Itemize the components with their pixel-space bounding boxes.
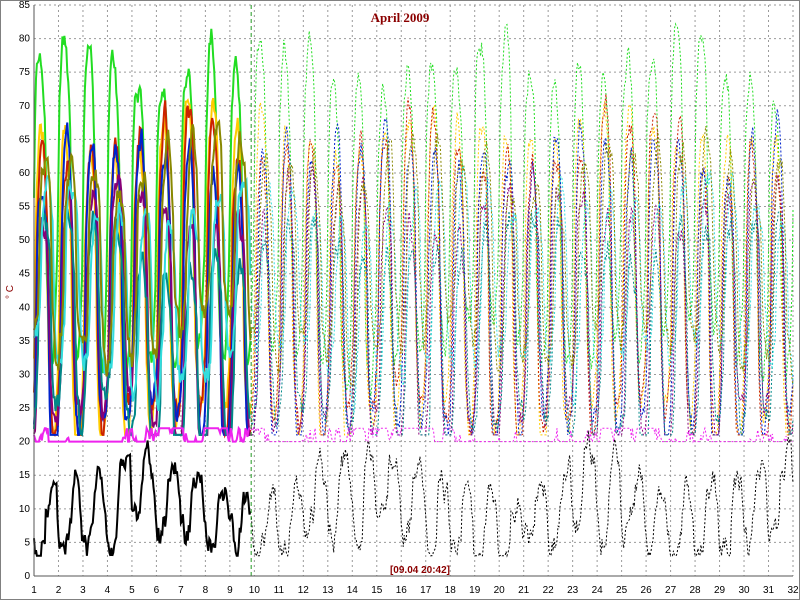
series-line-forecast [250, 22, 794, 396]
series-line-forecast [250, 163, 794, 413]
series-line-recorded [33, 118, 252, 377]
x-tick-label: 20 [494, 585, 506, 596]
x-tick-label: 27 [665, 585, 677, 596]
series-line-recorded [33, 122, 251, 436]
x-tick-label: 12 [298, 585, 310, 596]
x-tick-label: 5 [129, 585, 135, 596]
series-layer [33, 22, 794, 558]
y-tick-label: 45 [19, 269, 31, 280]
series-line-recorded [33, 208, 251, 437]
series-line-recorded [33, 424, 251, 443]
x-tick-label: 22 [543, 585, 555, 596]
y-tick-label: 40 [19, 302, 31, 313]
y-tick-label: 80 [19, 34, 31, 45]
x-tick-label: 28 [690, 585, 702, 596]
x-tick-label: 29 [714, 585, 726, 596]
series-line-forecast [251, 161, 794, 437]
x-tick-label: 21 [518, 585, 530, 596]
y-tick-label: 75 [19, 67, 31, 78]
x-tick-label: 11 [274, 585, 285, 596]
x-tick-label: 4 [105, 585, 111, 596]
x-tick-label: 23 [567, 585, 579, 596]
x-tick-label: 18 [445, 585, 457, 596]
y-tick-label: 35 [19, 336, 31, 347]
x-tick-label: 31 [763, 585, 775, 596]
series-line-recorded [33, 175, 252, 412]
y-tick-label: 5 [24, 537, 30, 548]
series-line-recorded [33, 97, 252, 437]
y-tick-label: 85 [19, 0, 31, 11]
chart-title: April 2009 [371, 10, 430, 25]
x-tick-label: 9 [227, 585, 233, 596]
series-line-forecast [250, 125, 794, 387]
x-tick-label: 6 [154, 585, 160, 596]
x-tick-label: 17 [420, 585, 432, 596]
y-tick-label: 70 [19, 101, 31, 112]
cursor-time-label: [09.04 20:42] [390, 565, 450, 576]
x-tick-label: 19 [469, 585, 481, 596]
x-tick-label: 25 [616, 585, 628, 596]
y-tick-label: 0 [24, 571, 30, 582]
y-tick-label: 15 [19, 470, 31, 481]
x-tick-label: 10 [249, 585, 261, 596]
x-tick-label: 32 [787, 585, 799, 596]
x-tick-label: 1 [31, 585, 37, 596]
x-tick-label: 30 [738, 585, 750, 596]
x-tick-label: 8 [203, 585, 209, 596]
x-tick-label: 24 [592, 585, 604, 596]
series-line-forecast [250, 100, 794, 436]
x-tick-label: 15 [371, 585, 383, 596]
y-tick-label: 25 [19, 403, 31, 414]
x-tick-label: 7 [178, 585, 184, 596]
y-tick-label: 20 [19, 437, 31, 448]
series-line-recorded [33, 440, 252, 557]
y-tick-label: 10 [19, 504, 31, 515]
y-tick-label: 55 [19, 202, 31, 213]
y-tick-label: 60 [19, 168, 31, 179]
x-tick-label: 3 [80, 585, 86, 596]
x-tick-label: 2 [56, 585, 62, 596]
y-tick-label: 50 [19, 235, 31, 246]
series-line-recorded [33, 28, 252, 386]
x-tick-label: 16 [396, 585, 408, 596]
y-axis-label: ° C [5, 285, 16, 299]
x-tick-label: 14 [347, 585, 359, 596]
series-line-forecast [250, 430, 794, 558]
x-tick-label: 13 [322, 585, 334, 596]
y-tick-label: 65 [19, 134, 31, 145]
x-tick-label: 26 [641, 585, 653, 596]
y-tick-label: 30 [19, 369, 31, 380]
